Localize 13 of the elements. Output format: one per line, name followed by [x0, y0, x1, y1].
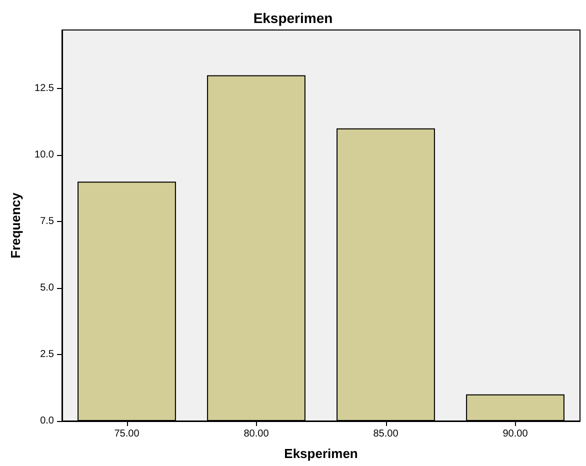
x-tick-label: 90.00: [502, 428, 528, 440]
y-tick-label: 10.0: [34, 150, 54, 161]
y-tick-label: 0.0: [40, 416, 54, 426]
y-axis-title: Frequency: [8, 192, 23, 258]
y-tick-label: 5.0: [40, 282, 54, 294]
x-tick-label: 80.00: [244, 428, 270, 440]
x-axis-title: Eksperimen: [284, 446, 358, 461]
y-tick-label: 2.5: [40, 349, 54, 360]
x-tick-label: 75.00: [114, 428, 140, 440]
chart-title: Eksperimen: [253, 10, 333, 26]
x-tick-label: 85.00: [373, 428, 399, 440]
y-tick-label: 12.5: [34, 83, 54, 94]
y-tick-label: 7.5: [40, 216, 54, 228]
